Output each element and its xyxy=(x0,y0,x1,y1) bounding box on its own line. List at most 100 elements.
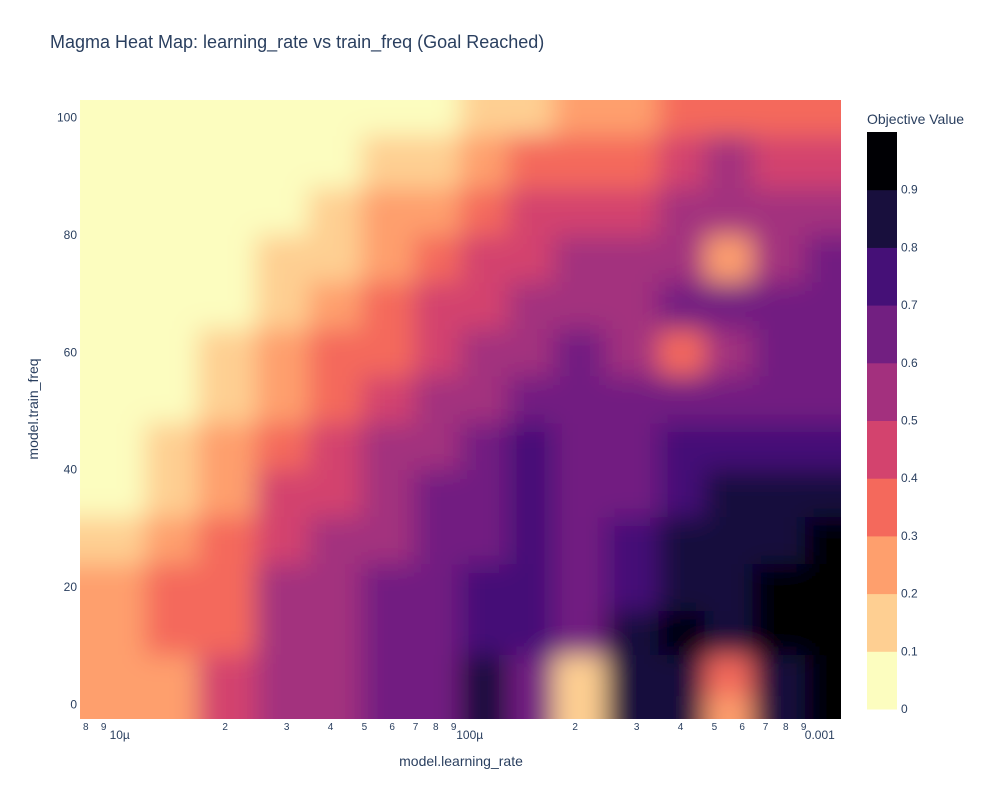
x-minor-tick-label: 2 xyxy=(572,722,578,733)
heatmap-cell xyxy=(507,328,554,377)
heatmap-cell xyxy=(752,563,806,611)
heatmap-cell xyxy=(658,135,706,189)
heatmap-cell xyxy=(308,516,362,565)
heatmap-cell xyxy=(460,135,509,189)
heatmap-cell xyxy=(145,563,199,611)
heatmap-cell xyxy=(198,563,257,611)
y-axis-title: model.train_freq xyxy=(25,358,41,459)
heatmap-cell xyxy=(102,234,146,283)
heatmap-cell xyxy=(704,610,754,656)
heatmap-cell xyxy=(102,516,146,565)
heatmap-cell xyxy=(102,563,146,611)
heatmap-cell xyxy=(102,695,146,719)
colorbar: 0 0.1 0.2 0.3 0.4 0.5 0.6 0.7 0.8 0.9 xyxy=(867,132,918,716)
heatmap-cell xyxy=(605,135,660,189)
colorbar-segment xyxy=(867,593,897,652)
heatmap-cell xyxy=(507,610,554,656)
heatmap-cell xyxy=(198,188,257,236)
chart-title: Magma Heat Map: learning_rate vs train_f… xyxy=(50,32,545,52)
colorbar-segment xyxy=(867,535,897,595)
heatmap-cell xyxy=(80,654,104,697)
colorbar-tick-label: 0.4 xyxy=(901,471,918,485)
heatmap-cell xyxy=(553,610,607,656)
heatmap-cell xyxy=(752,135,806,189)
heatmap-cell xyxy=(414,100,461,136)
heatmap-cell xyxy=(145,188,199,236)
heatmap-cell xyxy=(752,469,806,518)
heatmap-cell xyxy=(255,188,310,236)
heatmap-cell xyxy=(361,188,415,236)
heatmap-cell xyxy=(553,654,607,697)
heatmap-cell xyxy=(80,563,104,611)
heatmap-cell xyxy=(805,422,841,471)
heatmap-cell xyxy=(507,654,554,697)
heatmap-cell xyxy=(145,328,199,377)
x-major-tick-label: 10µ xyxy=(110,728,130,742)
heatmap-cell xyxy=(752,281,806,330)
x-axis-title: model.learning_rate xyxy=(399,753,523,769)
heatmap-cell xyxy=(80,695,104,719)
heatmap-cell xyxy=(145,654,199,697)
heatmap-cell xyxy=(553,422,607,471)
heatmap-cell xyxy=(361,100,415,136)
colorbar-tick-label: 0.9 xyxy=(901,183,918,197)
heatmap-cell xyxy=(658,234,706,283)
heatmap-cell xyxy=(255,610,310,656)
heatmap-cell xyxy=(805,563,841,611)
heatmap-cell xyxy=(198,234,257,283)
heatmap-cell xyxy=(553,695,607,719)
heatmap-cell xyxy=(553,188,607,236)
y-tick-label: 60 xyxy=(64,345,78,359)
heatmap-cell xyxy=(255,469,310,518)
heatmap-cell xyxy=(805,234,841,283)
heatmap-cell xyxy=(145,234,199,283)
heatmap-cell xyxy=(414,469,461,518)
heatmap-cell xyxy=(80,188,104,236)
heatmap-cell xyxy=(414,281,461,330)
heatmap-cell xyxy=(361,563,415,611)
heatmap-cell xyxy=(460,188,509,236)
heatmap-cell xyxy=(145,516,199,565)
heatmap-cell xyxy=(198,100,257,136)
heatmap-cell xyxy=(460,281,509,330)
heatmap-cell xyxy=(414,695,461,719)
heatmap-cell xyxy=(553,516,607,565)
heatmap-cell xyxy=(752,375,806,424)
heatmap-cell xyxy=(704,375,754,424)
x-major-tick-label: 100µ xyxy=(456,728,483,742)
heatmap-cell xyxy=(414,135,461,189)
x-minor-tick-label: 9 xyxy=(451,722,457,733)
heatmap-cell xyxy=(308,563,362,611)
x-minor-tick-label: 5 xyxy=(712,722,718,733)
heatmap-cell xyxy=(605,100,660,136)
heatmap-cell xyxy=(658,695,706,719)
heatmap-cell xyxy=(80,234,104,283)
heatmap-cell xyxy=(605,375,660,424)
heatmap-cell xyxy=(308,610,362,656)
heatmap-cell xyxy=(414,375,461,424)
heatmap-cell xyxy=(198,281,257,330)
heatmap-cell xyxy=(553,563,607,611)
heatmap-cell xyxy=(460,328,509,377)
heatmap-cell xyxy=(308,469,362,518)
heatmap-cell xyxy=(658,375,706,424)
x-minor-tick-label: 2 xyxy=(222,722,228,733)
heatmap-cell xyxy=(198,328,257,377)
heatmap-cell xyxy=(658,328,706,377)
heatmap-cell xyxy=(658,100,706,136)
heatmap-cell xyxy=(102,422,146,471)
heatmap-cell xyxy=(460,422,509,471)
x-minor-tick-label: 7 xyxy=(413,722,419,733)
heatmap-cell xyxy=(605,516,660,565)
heatmap-cell xyxy=(658,422,706,471)
heatmap-cell xyxy=(805,610,841,656)
heatmap-cell xyxy=(507,100,554,136)
colorbar-tick-label: 0.6 xyxy=(901,356,918,370)
heatmap-cell xyxy=(361,328,415,377)
heatmap-cell xyxy=(507,422,554,471)
heatmap-cell xyxy=(80,135,104,189)
heatmap-cell xyxy=(507,375,554,424)
heatmap-cell xyxy=(605,610,660,656)
heatmap-cell xyxy=(80,281,104,330)
heatmap-cell xyxy=(255,516,310,565)
